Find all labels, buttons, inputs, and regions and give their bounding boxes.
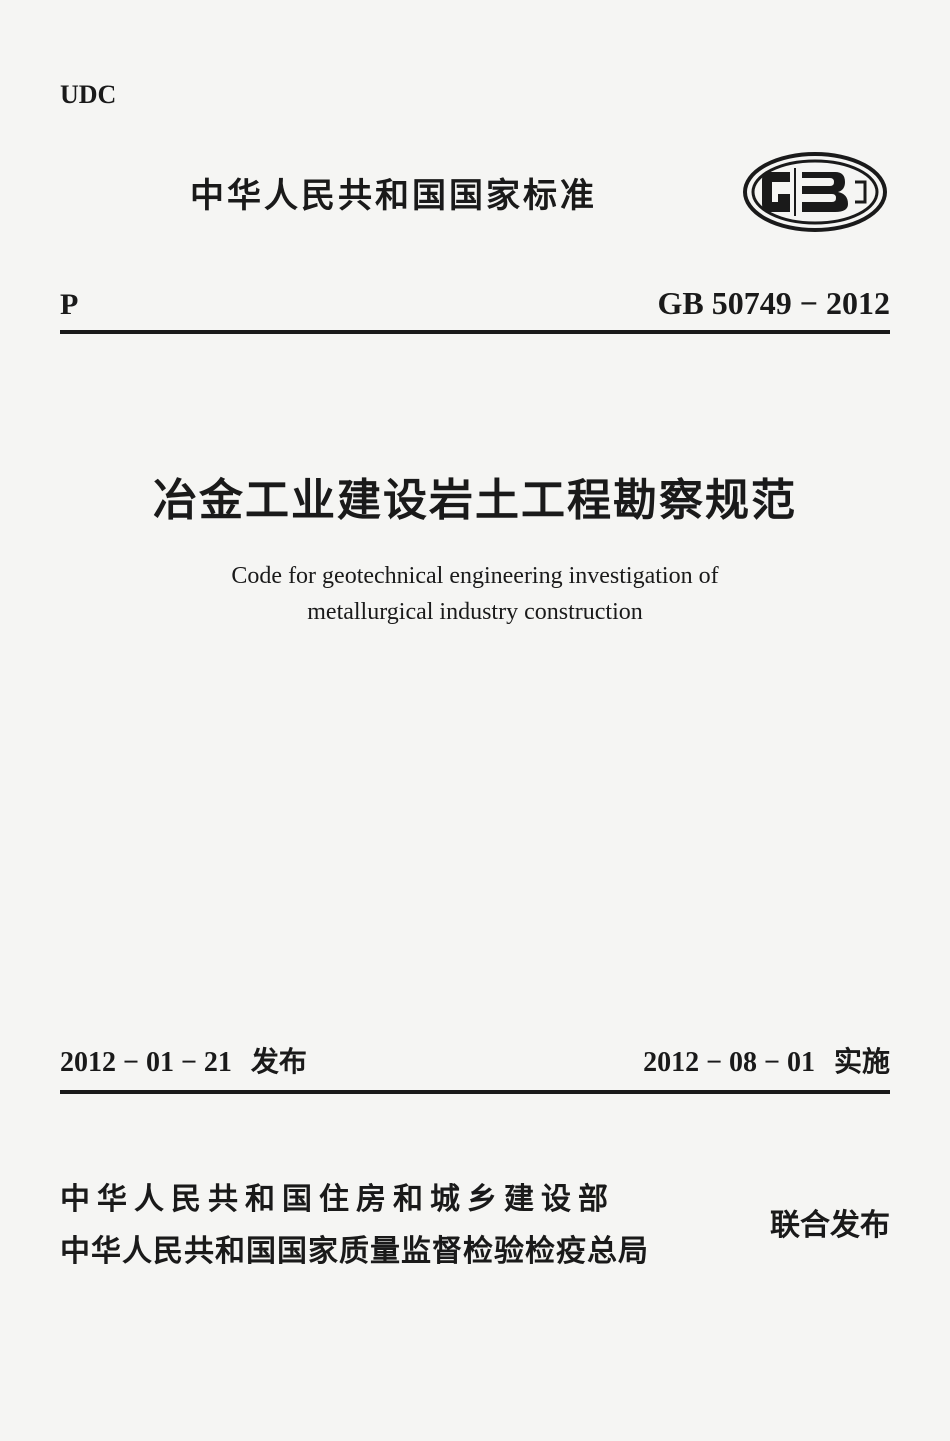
gb-code-text: GB 50749 − 2012 — [658, 285, 890, 322]
title-english: Code for geotechnical engineering invest… — [60, 558, 890, 630]
code-row: P GB 50749 − 2012 — [60, 285, 890, 334]
header-row: 中华人民共和国国家标准 — [60, 150, 890, 235]
issuers-left: 中华人民共和国住房和城乡建设部 中华人民共和国国家质量监督检验检疫总局 — [60, 1174, 649, 1270]
effective-date: 2012 − 08 − 01 — [643, 1047, 815, 1078]
issuer-1: 中华人民共和国住房和城乡建设部 — [60, 1174, 649, 1218]
udc-label: UDC — [60, 80, 890, 110]
issuers-block: 中华人民共和国住房和城乡建设部 中华人民共和国国家质量监督检验检疫总局 联合发布 — [60, 1174, 890, 1270]
issued-date: 2012 − 01 − 21 — [60, 1047, 232, 1078]
gb-logo-icon — [740, 150, 890, 235]
title-english-line2: metallurgical industry construction — [307, 599, 642, 625]
document-page: UDC 中华人民共和国国家标准 P GB 50749 − 2012 冶金工业建设… — [0, 0, 950, 1441]
issued-label: 发布 — [251, 1047, 307, 1078]
title-chinese: 冶金工业建设岩土工程勘察规范 — [60, 464, 890, 528]
joint-issue-label: 联合发布 — [770, 1200, 890, 1244]
issuer-2: 中华人民共和国国家质量监督检验检疫总局 — [60, 1226, 649, 1270]
effective-date-block: 2012 − 08 − 01 实施 — [643, 1040, 890, 1080]
issued-date-block: 2012 − 01 − 21 发布 — [60, 1040, 307, 1080]
dates-row: 2012 − 01 − 21 发布 2012 − 08 − 01 实施 — [60, 1040, 890, 1094]
effective-label: 实施 — [834, 1047, 890, 1078]
title-english-line1: Code for geotechnical engineering invest… — [231, 563, 718, 589]
p-label: P — [60, 288, 78, 322]
national-standard-text: 中华人民共和国国家标准 — [190, 168, 597, 217]
